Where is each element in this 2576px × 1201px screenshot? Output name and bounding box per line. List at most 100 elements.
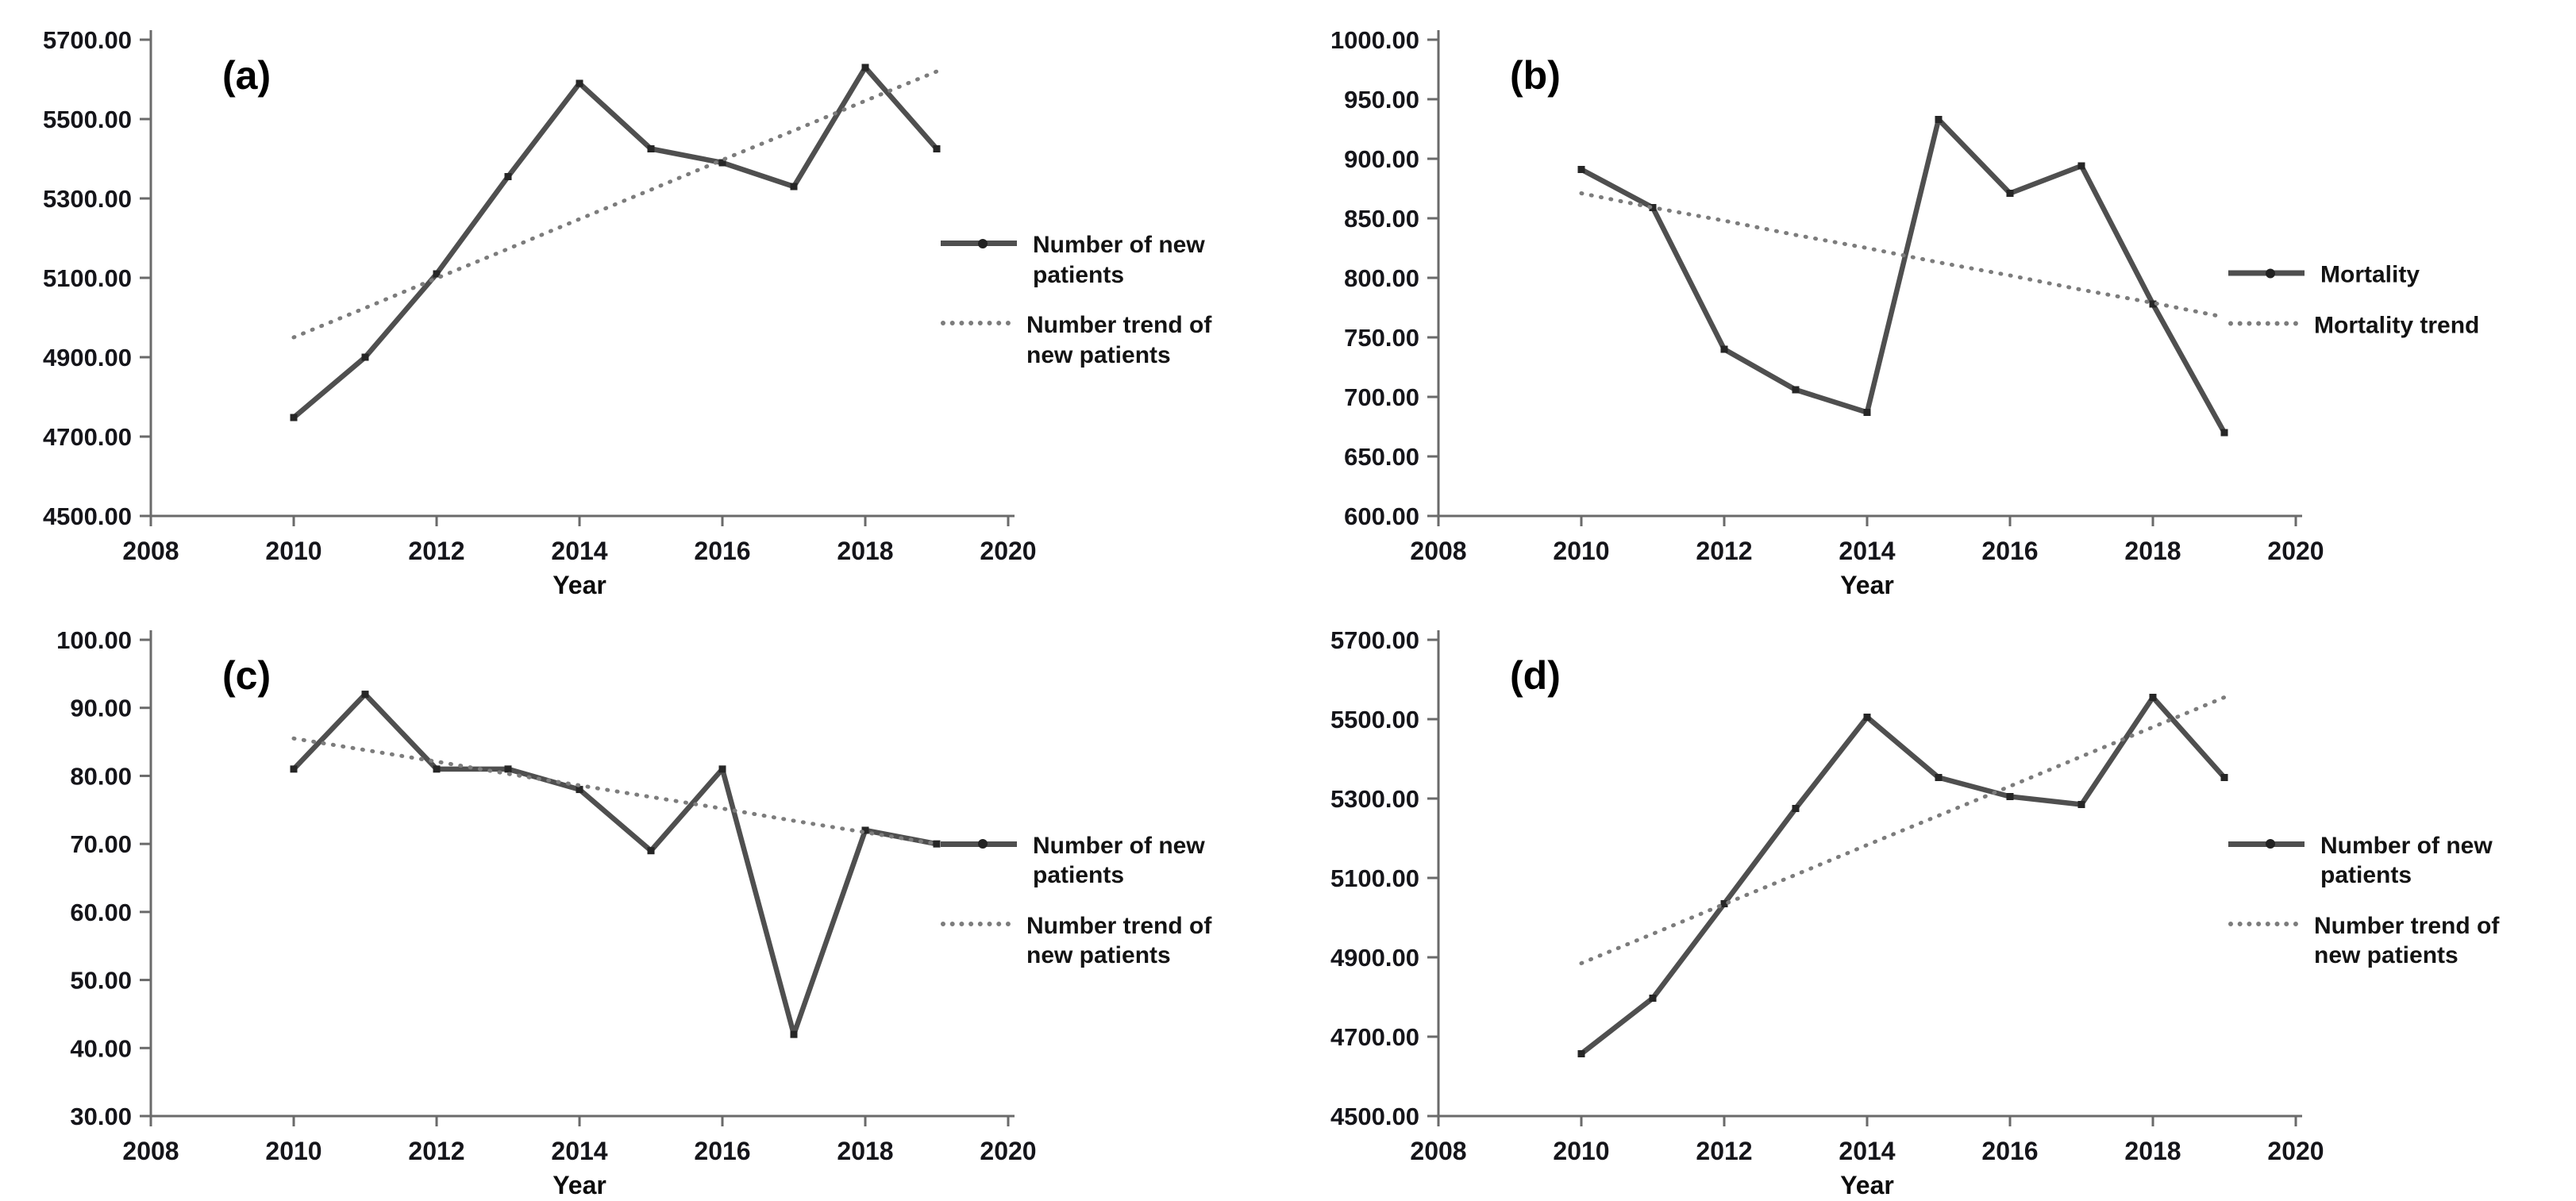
legend-item-mortality-trend: Mortality trend [2228,310,2546,341]
legend-item-trend: Number trend of new patients [2228,911,2546,971]
y-tick-label: 90.00 [70,695,132,722]
x-axis-title: Year [1840,1171,1894,1199]
dotted-line-sample [2228,921,2298,926]
data-point-marker [290,414,298,422]
line-marker-dot [977,839,988,849]
data-point-marker [647,847,655,855]
panel-a: 4500.00 4700.00 4900.00 5100.00 5300.00 5500.… [0,0,1288,600]
x-tick-label: 2020 [2267,1137,2324,1165]
x-tick-label: 2018 [837,537,893,565]
data-point-marker [861,826,869,834]
dotted-line-sample [941,921,1011,926]
dotted-line-sample [2228,321,2298,325]
data-point-marker [861,64,869,71]
y-tick-label: 50.00 [70,967,132,995]
data-point-marker [361,353,369,361]
line-marker-dot [2265,839,2275,849]
x-tick-label: 2016 [694,537,750,565]
y-tick-label: 5500.00 [43,106,132,133]
y-tick-label: 800.00 [1344,264,1419,292]
y-tick-label: 100.00 [56,626,132,654]
y-tick-label: 5700.00 [1330,626,1419,654]
data-line [291,64,940,421]
y-tick-label: 4500.00 [1330,1103,1419,1130]
x-tick-label: 2008 [1410,537,1466,565]
x-axis-title: Year [553,1171,606,1199]
y-tick-label: 5300.00 [1330,785,1419,813]
y-tick-label: 4700.00 [43,423,132,451]
legend-item-patients: Number of new patients [941,831,1258,891]
y-tick-label: 900.00 [1344,145,1419,173]
y-tick-label: 750.00 [1344,324,1419,352]
data-point-marker [2077,801,2085,808]
data-point-marker [2149,300,2157,308]
solid-line-sample [941,839,1017,849]
x-axis-title: Year [553,571,606,599]
data-point-marker [2149,694,2157,701]
legend-item-patients: Number of new patients [941,230,1258,290]
legend-label: Number of new patients [2320,832,2493,889]
x-tick-label: 2010 [1553,537,1609,565]
y-tick-label: 40.00 [70,1034,132,1062]
chart-canvas-c: 30.00 40.00 50.00 60.00 70.00 80.00 90.00 100.0… [56,626,1036,1199]
y-tick-label: 30.00 [70,1103,132,1130]
x-tick-label: 2016 [694,1137,750,1165]
panel-d: 4500.00 4700.00 4900.00 5100.00 5300.00 5500.… [1288,600,2576,1201]
chart-canvas-a: 4500.00 4700.00 4900.00 5100.00 5300.00 5500.… [43,26,1037,599]
data-point-marker [504,173,512,180]
data-point-marker [433,765,441,773]
data-line [1578,695,2228,1057]
legend-b: Mortality Mortality trend [2228,260,2546,341]
legend-label: Mortality trend [2314,312,2480,338]
data-point-marker [504,765,512,773]
data-point-marker [1935,774,1943,781]
y-tick-label: 4900.00 [43,344,132,371]
panel-letter: (d) [1510,653,1561,698]
data-point-marker [1863,714,1871,721]
y-tick-label: 70.00 [70,830,132,858]
data-line [291,691,940,1037]
data-point-marker [790,183,798,191]
y-tick-label: 5700.00 [43,26,132,54]
legend-c: Number of new patients Number trend of n… [941,831,1258,971]
legend-item-mortality: Mortality [2228,260,2546,291]
panel-b: 600.00 650.00 700.00 750.00 800.00 850.00 900.… [1288,0,2576,600]
y-tick-label: 650.00 [1344,443,1419,471]
dotted-line-sample [941,321,1011,325]
chart-canvas-d: 4500.00 4700.00 4900.00 5100.00 5300.00 5500.… [1330,626,2324,1199]
data-point-marker [1720,900,1728,907]
x-tick-label: 2008 [122,537,179,565]
data-point-marker [2006,190,2014,197]
y-tick-label: 5300.00 [43,185,132,213]
legend-item-patients: Number of new patients [2228,831,2546,891]
y-tick-label: 4700.00 [1330,1023,1419,1051]
legend-item-trend: Number trend of new patients [941,911,1258,971]
data-point-marker [1792,805,1800,812]
x-tick-label: 2020 [980,537,1036,565]
y-tick-label: 5100.00 [43,264,132,292]
trend-line [291,69,939,340]
legend-label: Number trend of new patients [2314,912,2500,969]
y-tick-label: 4500.00 [43,502,132,530]
x-tick-label: 2012 [1696,1137,1752,1165]
data-point-marker [2220,429,2228,437]
trend-line [1579,695,2227,965]
x-axis-title: Year [1840,571,1894,599]
data-point-marker [718,765,726,773]
data-point-marker [1792,386,1800,394]
y-tick-label: 4900.00 [1330,944,1419,972]
y-tick-label: 80.00 [70,762,132,790]
y-tick-label: 60.00 [70,899,132,926]
data-point-marker [576,79,583,87]
x-tick-label: 2018 [837,1137,893,1165]
y-tick-label: 850.00 [1344,205,1419,233]
chart-canvas-b: 600.00 650.00 700.00 750.00 800.00 850.00 900.… [1330,26,2324,599]
solid-line-sample [2228,839,2305,849]
data-point-marker [1935,116,1943,123]
legend-d: Number of new patients Number trend of n… [2228,831,2546,971]
data-point-marker [576,786,583,794]
legend-label: Number of new patients [1033,832,1205,889]
y-tick-label: 5100.00 [1330,864,1419,892]
